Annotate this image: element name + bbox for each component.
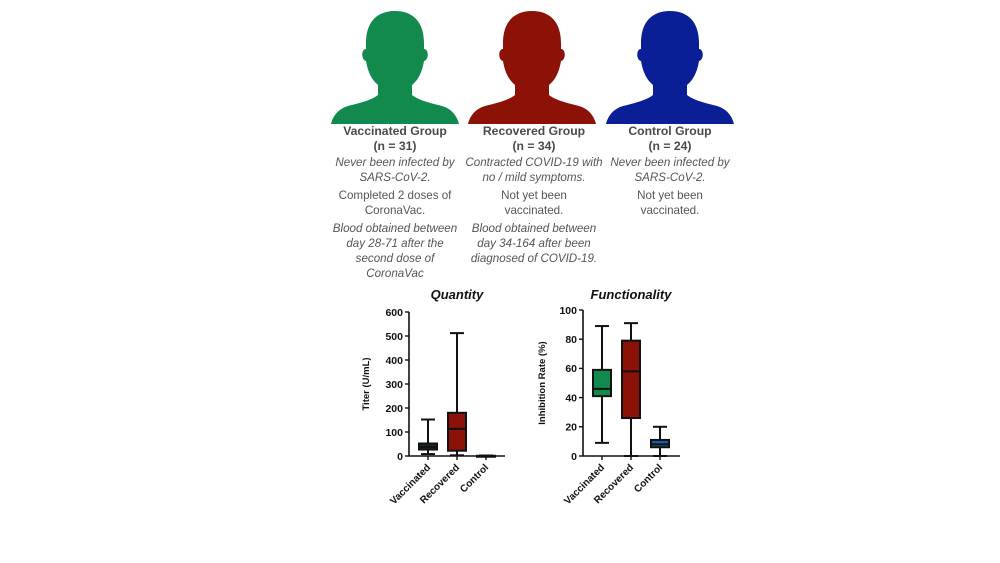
box-recovered xyxy=(621,322,641,457)
x-tick-label: Control xyxy=(632,462,665,495)
y-tick-label: 40 xyxy=(565,392,577,404)
group-title: Recovered Group xyxy=(482,124,586,138)
box-recovered xyxy=(447,332,467,457)
y-tick-label: 100 xyxy=(559,305,577,317)
group-detail: Never been infected by SARS-CoV-2. xyxy=(335,156,455,184)
group-count: (n = 24) xyxy=(648,139,692,153)
group-detail: Never been infected by SARS-CoV-2. xyxy=(610,156,730,184)
silhouette-path xyxy=(468,11,596,124)
functionality-chart: Functionality 0 20 40 60 80 100 Inhibition Rate… xyxy=(537,287,680,507)
box-control xyxy=(476,454,496,458)
chart-title: Functionality xyxy=(591,287,673,302)
group-detail: Blood obtained between day 28-71 after t… xyxy=(332,222,458,280)
y-axis-label: Titer (U/mL) xyxy=(361,357,372,410)
recovered-person-icon xyxy=(468,11,596,124)
y-tick-label: 0 xyxy=(571,451,577,463)
y-tick-label: 0 xyxy=(397,451,403,463)
group-count: (n = 31) xyxy=(373,139,417,153)
y-tick-label: 100 xyxy=(385,427,403,439)
chart-title: Quantity xyxy=(431,287,484,302)
group-count: (n = 34) xyxy=(512,139,556,153)
y-tick-label: 500 xyxy=(385,331,403,343)
silhouette-path xyxy=(606,11,734,124)
y-axis-label: Inhibition Rate (%) xyxy=(537,341,548,424)
y-tick-label: 80 xyxy=(565,334,577,346)
y-tick-label: 300 xyxy=(385,379,403,391)
control-person-icon xyxy=(606,11,734,124)
y-tick-label: 400 xyxy=(385,355,403,367)
group-detail: Blood obtained between day 34-164 after … xyxy=(470,222,598,265)
recovered-group-description: Recovered Group (n = 34) Contracted COVI… xyxy=(459,124,609,269)
box-control xyxy=(650,425,670,457)
group-detail: Completed 2 doses of CoronaVac. xyxy=(338,189,452,217)
control-group-description: Control Group (n = 24) Never been infect… xyxy=(595,124,745,221)
group-detail: Not yet been vaccinated. xyxy=(637,189,703,217)
silhouette-path xyxy=(331,11,459,124)
box-vaccinated xyxy=(418,418,438,456)
group-title: Vaccinated Group xyxy=(343,124,447,138)
vaccinated-group-description: Vaccinated Group (n = 31) Never been inf… xyxy=(320,124,470,284)
x-tick-label: Control xyxy=(458,462,491,495)
y-tick-label: 200 xyxy=(385,403,403,415)
group-detail: Contracted COVID-19 with no / mild sympt… xyxy=(465,156,603,184)
group-title: Control Group xyxy=(628,124,712,138)
vaccinated-person-icon xyxy=(331,11,459,124)
y-tick-label: 20 xyxy=(565,422,577,434)
group-detail: Not yet been vaccinated. xyxy=(501,189,567,217)
box-vaccinated xyxy=(592,325,612,444)
y-tick-label: 60 xyxy=(565,363,577,375)
y-tick-label: 600 xyxy=(385,307,403,319)
